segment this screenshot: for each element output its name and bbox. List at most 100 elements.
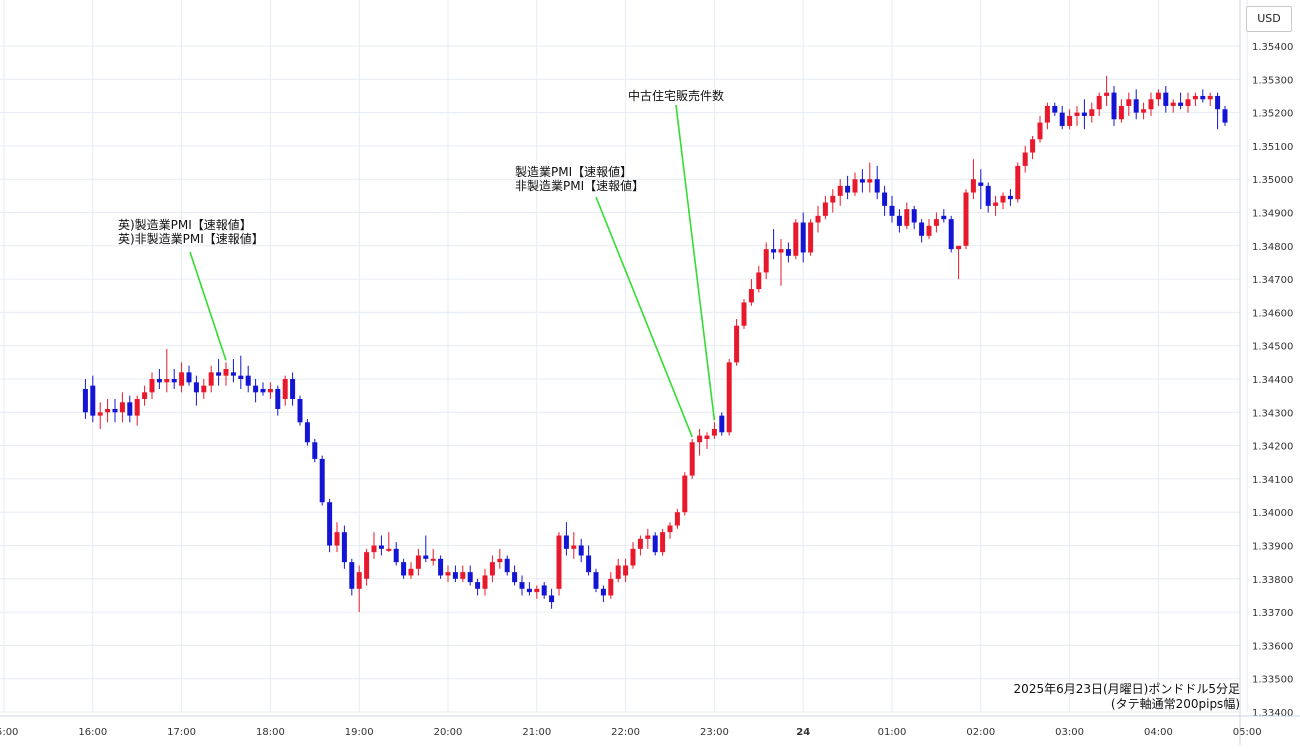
candle-body: [815, 215, 821, 223]
candle-body: [778, 249, 784, 253]
candle: [682, 472, 688, 516]
candle-body: [756, 272, 762, 290]
candle: [201, 379, 207, 399]
currency-label[interactable]: USD: [1246, 6, 1292, 32]
y-tick-label: 1.33600: [1252, 641, 1293, 652]
x-tick-label: 04:00: [1144, 727, 1173, 738]
candle: [1215, 92, 1221, 130]
caption-line-1: 2025年6月23日(月曜日)ポンドドル5分足: [1013, 682, 1240, 696]
candles: [82, 75, 1228, 613]
candle-body: [386, 548, 392, 551]
candle-body: [697, 435, 703, 443]
candle-body: [1081, 112, 1087, 116]
candle-body: [637, 538, 643, 549]
candle: [105, 398, 111, 423]
annotation-line: [595, 196, 693, 438]
candle: [704, 432, 710, 449]
candle-body: [105, 408, 111, 413]
candle-body: [1141, 109, 1147, 113]
candle-body: [593, 572, 599, 589]
y-tick-label: 1.33900: [1252, 542, 1293, 553]
candle: [171, 369, 177, 389]
annotation-label: 英)製造業PMI【速報値】: [118, 217, 252, 232]
candle-body: [563, 535, 569, 549]
x-tick-label: 15:00: [0, 727, 18, 738]
candle: [275, 385, 281, 416]
candle: [119, 392, 125, 423]
candle: [556, 532, 562, 596]
candle-body: [223, 369, 229, 376]
candle: [1148, 92, 1154, 116]
candle: [238, 355, 244, 389]
candle: [830, 189, 836, 213]
candle-body: [1163, 92, 1169, 106]
annotation-line: [189, 251, 227, 361]
candle: [763, 242, 769, 280]
candle: [1222, 105, 1228, 126]
y-tick-label: 1.34800: [1252, 242, 1293, 253]
y-tick-label: 1.34100: [1252, 475, 1293, 486]
candle-body: [260, 388, 266, 393]
y-tick-label: 1.35300: [1252, 75, 1293, 86]
x-tick-label: 19:00: [345, 727, 374, 738]
y-tick-label: 1.33500: [1252, 675, 1293, 686]
candle: [874, 165, 880, 200]
caption-line-2: (タテ軸通常200pips幅): [1110, 697, 1240, 711]
chart-caption: 2025年6月23日(月曜日)ポンドドル5分足 (タテ軸通常200pips幅): [1014, 682, 1240, 712]
candle: [341, 525, 347, 569]
candle: [489, 555, 495, 583]
candle-body: [586, 555, 592, 573]
candle: [852, 172, 858, 196]
candle-body: [889, 205, 895, 216]
candle-body: [948, 219, 954, 250]
candle: [312, 438, 318, 463]
candle: [1133, 89, 1139, 120]
candle: [660, 528, 666, 556]
candle: [1096, 92, 1102, 116]
candle: [593, 568, 599, 593]
candle-body: [1052, 105, 1058, 113]
candle-body: [230, 372, 236, 376]
candle-body: [423, 555, 429, 559]
candle: [504, 555, 510, 576]
candle: [193, 375, 199, 406]
candle: [512, 565, 518, 586]
candle: [142, 385, 148, 406]
candle-body: [201, 385, 207, 393]
candle-body: [245, 375, 251, 386]
candle-body: [541, 585, 547, 596]
candle-body: [911, 209, 917, 223]
candle: [1163, 85, 1169, 113]
candle: [889, 195, 895, 223]
candle: [1200, 89, 1206, 103]
candle-body: [452, 572, 458, 579]
candle: [297, 395, 303, 426]
candle: [127, 395, 133, 423]
candle-body: [238, 375, 244, 379]
candle: [637, 535, 643, 556]
candle-body: [312, 442, 318, 459]
candle-body: [1155, 92, 1161, 100]
candle: [674, 508, 680, 529]
candle: [578, 538, 584, 563]
candle-body: [408, 568, 414, 576]
candle: [822, 195, 828, 220]
candle-body: [793, 222, 799, 256]
candle-body: [156, 379, 162, 383]
candle-body: [1207, 95, 1213, 100]
candle: [882, 185, 888, 216]
y-tick-label: 1.33700: [1252, 608, 1293, 619]
candle: [260, 382, 266, 396]
candle: [667, 522, 673, 539]
candle-body: [556, 535, 562, 589]
candle: [933, 212, 939, 233]
candle-body: [933, 219, 939, 226]
candle: [800, 212, 806, 263]
candle-body: [1118, 105, 1124, 120]
candle: [963, 189, 969, 250]
candle-body: [859, 179, 865, 183]
candle: [401, 558, 407, 579]
candle-body: [1126, 99, 1132, 106]
